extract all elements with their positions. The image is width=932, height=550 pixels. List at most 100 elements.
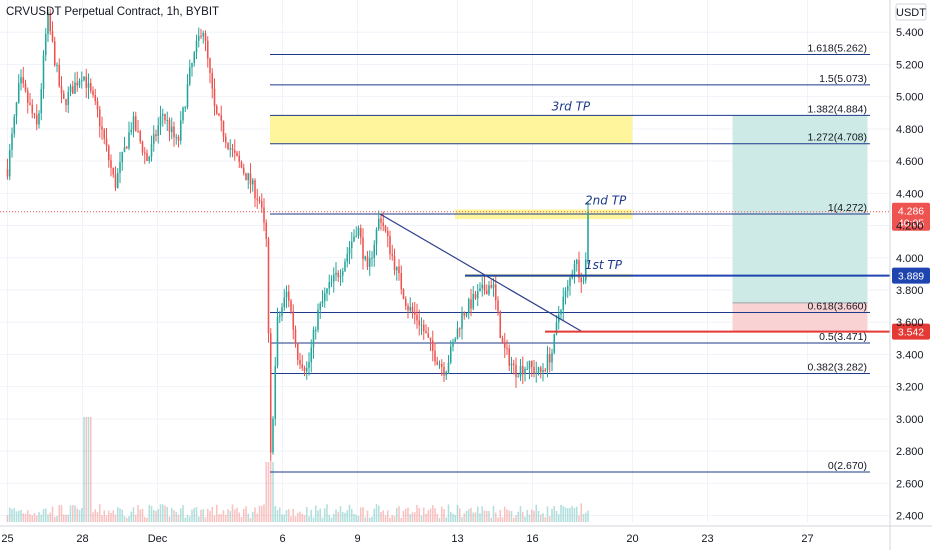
candle-body — [281, 307, 283, 316]
candle-body — [173, 126, 175, 137]
volume-bar — [485, 510, 488, 522]
candle-body — [29, 102, 31, 105]
volume-bar — [161, 504, 164, 522]
y-tick-label: 4.600 — [896, 156, 924, 168]
volume-bar — [425, 513, 427, 522]
candle-body — [427, 333, 430, 338]
volume-bar — [494, 512, 497, 522]
volume-bar — [130, 511, 133, 522]
volume-bar — [49, 512, 52, 522]
candle-body — [479, 288, 481, 292]
volume-bar — [404, 508, 407, 522]
candle-body — [164, 114, 166, 121]
volume-bar — [456, 504, 459, 522]
candle-body — [166, 119, 169, 121]
position-target-zone — [732, 115, 868, 303]
volume-bar — [499, 509, 502, 522]
candle-body — [510, 363, 513, 366]
volume-bar — [422, 507, 425, 522]
volume-bar — [431, 505, 434, 522]
volume-bar — [512, 517, 515, 522]
candle-body — [377, 218, 380, 230]
drawings-layer: 3rd TP 2nd TP 1st TP — [0, 99, 890, 333]
candle-body — [544, 369, 547, 371]
volume-bar — [537, 510, 540, 522]
candle-body — [560, 309, 562, 315]
candle-body — [526, 368, 529, 370]
volume-bar — [159, 504, 162, 522]
candle-body — [168, 119, 171, 133]
volume-bar — [497, 517, 499, 522]
volume-bar — [555, 510, 558, 522]
volume-bar — [179, 508, 182, 522]
candle-body — [249, 173, 252, 185]
candle-body — [508, 348, 511, 366]
volume-bar — [409, 514, 412, 522]
candle-body — [434, 350, 436, 362]
volume-bar — [155, 511, 157, 522]
volume-bar — [263, 504, 265, 522]
candle-body — [15, 102, 18, 117]
candle-body — [519, 365, 522, 377]
x-tick-label: 28 — [76, 533, 88, 545]
candle-body — [362, 237, 364, 260]
candle-body — [494, 284, 497, 301]
volume-bar — [587, 510, 589, 522]
descending-trendline — [379, 213, 583, 333]
candle-body — [31, 104, 34, 114]
candle-body — [391, 254, 394, 256]
fib-level-label: 1.618(5.262) — [807, 42, 867, 54]
candle-body — [134, 116, 137, 132]
volume-bar — [384, 515, 387, 522]
candle-body — [503, 343, 506, 348]
candle-body — [245, 173, 247, 181]
volume-bar — [141, 508, 144, 522]
volume-bar — [67, 514, 70, 522]
volume-bar — [285, 510, 288, 522]
candle-body — [152, 134, 155, 145]
candle-body — [292, 311, 295, 330]
volume-bar — [573, 508, 576, 522]
volume-bar — [440, 506, 443, 522]
y-tick-label: 4.800 — [896, 124, 924, 136]
candle-body — [204, 33, 207, 41]
candle-body — [488, 285, 490, 295]
volume-bar — [539, 514, 542, 522]
candle-body — [404, 298, 407, 306]
volume-bar — [508, 510, 511, 522]
volume-bar — [501, 517, 504, 522]
candle-body — [528, 360, 531, 369]
volume-bar — [157, 509, 160, 522]
candle-body — [411, 307, 414, 312]
candle-body — [60, 86, 63, 94]
candle-body — [51, 31, 54, 42]
volume-bar — [31, 515, 34, 522]
volume-bar — [517, 511, 520, 522]
volume-bar — [89, 417, 92, 522]
volume-bar — [560, 504, 562, 522]
candle-body — [137, 131, 139, 133]
tp1-price-badge — [892, 267, 930, 284]
volume-bar — [524, 516, 526, 522]
y-tick-label: 3.200 — [896, 382, 924, 394]
volume-bar — [506, 509, 508, 522]
candle-body — [562, 296, 565, 310]
candle-body — [107, 146, 110, 161]
candle-body — [380, 218, 382, 223]
candle-body — [209, 58, 211, 73]
x-tick-label: 27 — [801, 533, 813, 545]
candle-body — [193, 52, 196, 63]
volume-bar — [168, 516, 171, 522]
candle-body — [373, 244, 376, 259]
candle-body — [582, 280, 585, 282]
candle-body — [13, 116, 16, 134]
candle-body — [389, 236, 391, 255]
position-stop-zone — [732, 302, 868, 332]
volume-bar — [350, 508, 353, 522]
fib-level-label: 0.382(3.282) — [807, 361, 867, 373]
y-tick-label: 4.400 — [896, 188, 924, 200]
x-tick-label: 13 — [451, 533, 463, 545]
candle-body — [238, 155, 241, 162]
volume-bar — [395, 507, 398, 522]
